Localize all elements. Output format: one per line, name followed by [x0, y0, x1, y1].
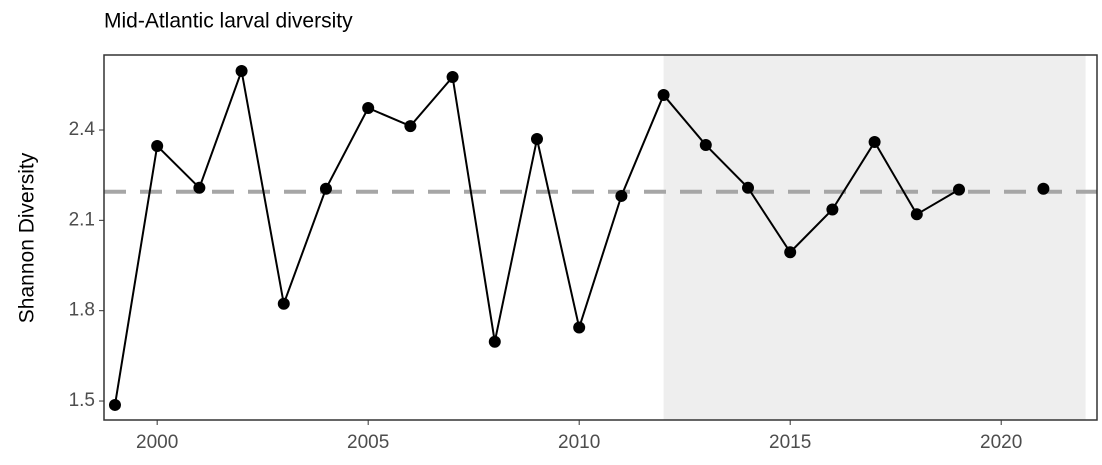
point: [657, 89, 670, 102]
point: [868, 136, 881, 149]
point: [953, 183, 966, 196]
point: [784, 246, 797, 259]
shaded-region: [663, 55, 1086, 420]
point: [151, 139, 164, 152]
y-axis-label: Shannon Diversity: [16, 152, 39, 323]
y-tick-label: 1.5: [69, 390, 95, 411]
point: [488, 335, 501, 348]
x-tick-label: 2005: [347, 432, 389, 453]
point: [826, 203, 839, 216]
point: [404, 120, 417, 133]
point: [193, 181, 206, 194]
chart-title: Mid-Atlantic larval diversity: [104, 10, 353, 33]
point: [699, 139, 712, 152]
point: [235, 64, 248, 77]
point: [530, 133, 543, 146]
x-tick-label: 2010: [558, 432, 600, 453]
point: [446, 70, 459, 83]
point: [277, 297, 290, 310]
point: [319, 182, 332, 195]
point: [615, 189, 628, 202]
panel-border: [103, 54, 1098, 421]
point: [108, 398, 121, 411]
point: [573, 321, 586, 334]
point: [1037, 182, 1050, 195]
point: [910, 208, 923, 221]
x-tick-label: 2015: [769, 432, 811, 453]
y-tick-label: 2.1: [69, 209, 95, 230]
y-tick-label: 2.4: [69, 119, 96, 140]
x-tick-label: 2000: [136, 432, 178, 453]
x-tick-label: 2020: [980, 432, 1022, 453]
y-tick-label: 1.8: [69, 300, 95, 321]
point: [741, 181, 754, 194]
point: [362, 102, 375, 115]
